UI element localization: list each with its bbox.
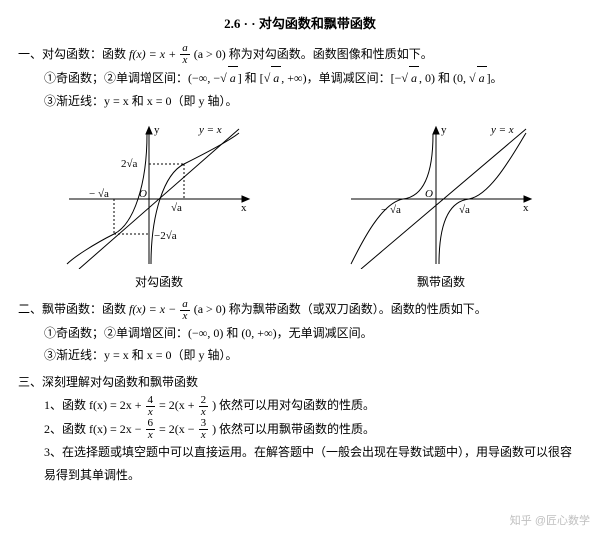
x-axis-label: x — [241, 202, 247, 214]
t: 1、函数 f(x) = 2x + — [44, 398, 145, 412]
sec3-l2: 2、函数 f(x) = 2x − 6x = 2(x − 3x ) 依然可以用飘带… — [18, 418, 582, 442]
n: 2 — [199, 395, 209, 407]
section-3-head: 三、深刻理解对勾函数和飘带函数 — [18, 371, 582, 394]
t: ①奇函数；②单调增区间：(−∞, − — [44, 71, 220, 85]
figure-row: y x y = x 2√a −2√a − √a √a O y x y = x −… — [18, 119, 582, 269]
sec1-frac: a x — [179, 43, 191, 66]
sec2-head: 二、飘带函数：函数 — [18, 302, 129, 316]
t: , 0) 和 (0, — [419, 71, 469, 85]
xtick-pos: √a — [171, 202, 182, 214]
watermark: 知乎 @匠心数学 — [510, 511, 590, 532]
duigou-chart: y x y = x 2√a −2√a − √a √a O — [59, 119, 259, 269]
sec2-p1: ①奇函数；②单调增区间：(−∞, 0) 和 (0, +∞)，无单调减区间。 — [18, 322, 582, 345]
t: ] 和 [ — [238, 71, 264, 85]
t: = 2(x − — [159, 422, 198, 436]
sec1-fdef1: f(x) = x + — [129, 47, 179, 61]
d: x — [146, 430, 156, 441]
t: = 2(x + — [159, 398, 198, 412]
frac-num: a — [180, 299, 190, 311]
figure-captions: 对勾函数 飘带函数 — [18, 271, 582, 294]
xtick-neg: − √a — [381, 204, 401, 216]
d: x — [199, 430, 209, 441]
piaodai-chart: y x y = x − √a √a O — [341, 119, 541, 269]
frac-den: x — [180, 55, 190, 66]
t: 2、函数 f(x) = 2x − — [44, 422, 145, 436]
frac: 6x — [145, 418, 157, 441]
t: , +∞)，单调减区间：[− — [281, 71, 401, 85]
frac: 4x — [145, 395, 157, 418]
frac: 3x — [198, 418, 210, 441]
caption-right: 飘带函数 — [417, 271, 465, 294]
d: x — [146, 407, 156, 418]
d: x — [199, 407, 209, 418]
sec1-head: 一、对勾函数：函数 — [18, 47, 129, 61]
origin-label: O — [425, 188, 433, 200]
doc-title: 2.6 · · 对勾函数和飘带函数 — [18, 12, 582, 37]
caption-left: 对勾函数 — [135, 271, 183, 294]
ytick-pos: 2√a — [121, 158, 138, 170]
sec2-fdef2: (a > 0) 称为飘带函数（或双刀函数）。函数的性质如下。 — [194, 302, 487, 316]
sec2-fdef1: f(x) = x − — [129, 302, 179, 316]
line-label: y = x — [198, 124, 222, 136]
frac: 2x — [198, 395, 210, 418]
y-axis-label: y — [441, 124, 447, 136]
frac-den: x — [180, 311, 190, 322]
y-axis-label: y — [154, 124, 160, 136]
ytick-neg: −2√a — [154, 230, 177, 242]
sec1-p2: ③渐近线：y = x 和 x = 0（即 y 轴）。 — [18, 90, 582, 113]
t: ]。 — [487, 71, 503, 85]
section-1: 一、对勾函数：函数 f(x) = x + a x (a > 0) 称为对勾函数。… — [18, 43, 582, 67]
line-label: y = x — [490, 124, 514, 136]
t: ) 依然可以用对勾函数的性质。 — [212, 398, 375, 412]
sec2-p2: ③渐近线：y = x 和 x = 0（即 y 轴）。 — [18, 344, 582, 367]
t: ) 依然可以用飘带函数的性质。 — [212, 422, 375, 436]
sec2-frac: a x — [179, 299, 191, 322]
xtick-neg: − √a — [89, 188, 109, 200]
sec3-l3: 3、在选择题或填空题中可以直接运用。在解答题中（一般会出现在导数试题中），用导函… — [18, 441, 582, 487]
origin-label: O — [139, 188, 147, 200]
sec1-fdef2: (a > 0) 称为对勾函数。函数图像和性质如下。 — [194, 47, 433, 61]
x-axis-label: x — [523, 202, 529, 214]
section-2: 二、飘带函数：函数 f(x) = x − a x (a > 0) 称为飘带函数（… — [18, 298, 582, 322]
xtick-pos: √a — [459, 204, 470, 216]
sec3-l1: 1、函数 f(x) = 2x + 4x = 2(x + 2x ) 依然可以用对勾… — [18, 394, 582, 418]
n: 4 — [146, 395, 156, 407]
sec1-p1: ①奇函数；②单调增区间：(−∞, −√a] 和 [√a, +∞)，单调减区间：[… — [18, 66, 582, 90]
